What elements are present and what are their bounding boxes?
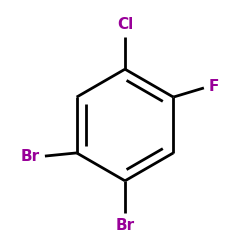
Text: Br: Br	[116, 218, 134, 233]
Text: Br: Br	[21, 149, 40, 164]
Text: F: F	[209, 79, 219, 94]
Text: Cl: Cl	[117, 17, 133, 32]
